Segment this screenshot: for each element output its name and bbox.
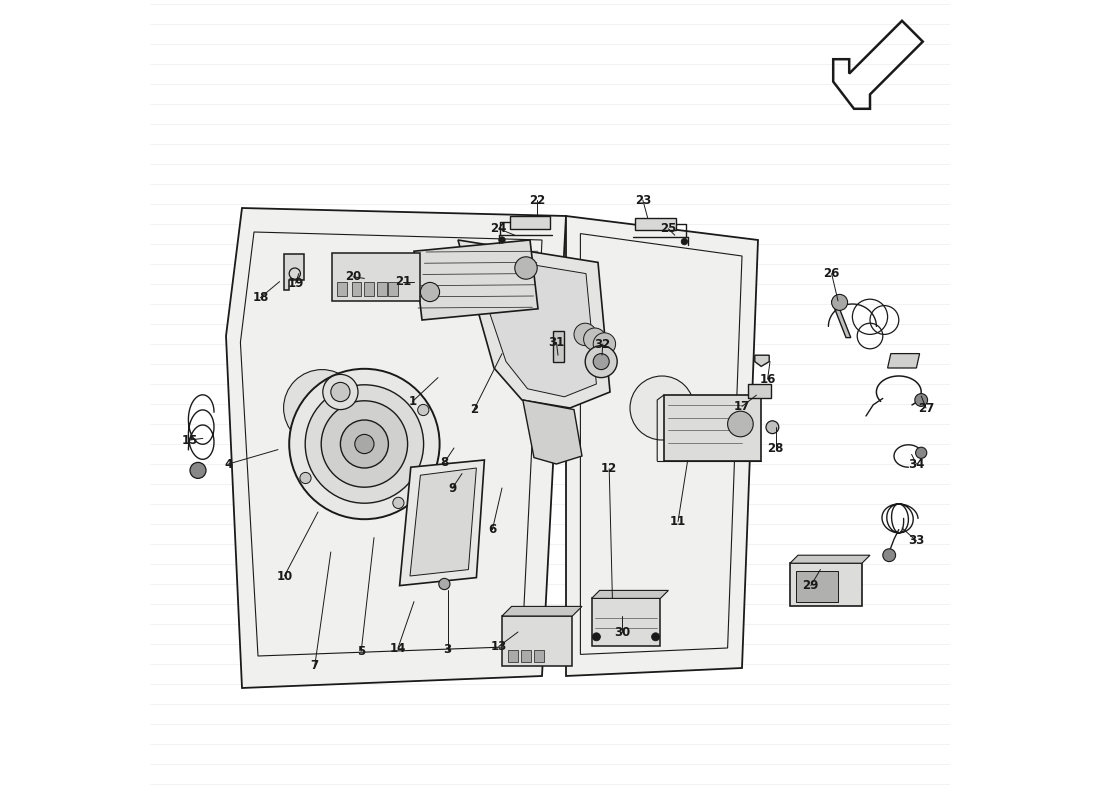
Bar (508, 650, 518, 662)
Text: 25: 25 (660, 222, 676, 235)
Circle shape (289, 369, 440, 519)
Text: 5: 5 (358, 645, 365, 658)
Circle shape (915, 394, 927, 406)
Bar (534, 650, 543, 662)
Text: 30: 30 (614, 626, 630, 638)
Text: 6: 6 (488, 523, 496, 536)
Circle shape (681, 238, 688, 245)
Text: 15: 15 (182, 434, 198, 446)
Polygon shape (410, 468, 476, 576)
Polygon shape (470, 254, 596, 397)
Polygon shape (510, 216, 550, 229)
Bar (521, 650, 531, 662)
Bar (790, 563, 862, 606)
Text: 34: 34 (909, 458, 925, 470)
Text: 19: 19 (287, 277, 304, 290)
Polygon shape (414, 240, 538, 320)
Bar (388, 282, 398, 296)
Circle shape (321, 401, 408, 487)
Circle shape (305, 385, 424, 503)
Text: 22: 22 (529, 194, 546, 206)
Text: 27: 27 (917, 402, 934, 414)
Polygon shape (285, 254, 304, 290)
Text: 32: 32 (595, 338, 610, 350)
Circle shape (331, 382, 350, 402)
Circle shape (915, 447, 927, 458)
Circle shape (498, 237, 505, 243)
Text: 1: 1 (408, 395, 417, 408)
Text: 4: 4 (224, 458, 232, 470)
Polygon shape (522, 400, 582, 464)
Text: 28: 28 (768, 442, 784, 454)
Circle shape (766, 421, 779, 434)
Circle shape (355, 434, 374, 454)
Polygon shape (790, 555, 870, 563)
Circle shape (515, 257, 537, 279)
Text: 11: 11 (670, 515, 686, 528)
Polygon shape (592, 590, 669, 598)
Text: 16: 16 (759, 373, 775, 386)
Text: 10: 10 (276, 570, 293, 582)
Bar (553, 331, 564, 362)
Circle shape (883, 549, 895, 562)
Polygon shape (755, 355, 769, 366)
Text: 20: 20 (345, 270, 361, 283)
Text: 33: 33 (909, 534, 924, 547)
Text: 23: 23 (635, 194, 651, 206)
Polygon shape (635, 218, 676, 230)
Text: 7: 7 (310, 659, 319, 672)
Text: 17: 17 (734, 400, 750, 413)
Circle shape (651, 633, 660, 641)
Text: 13: 13 (491, 640, 507, 653)
Circle shape (593, 354, 609, 370)
Polygon shape (502, 606, 582, 616)
Text: 26: 26 (824, 267, 839, 280)
Text: 3: 3 (443, 643, 452, 656)
Text: 31: 31 (548, 336, 564, 349)
Bar (592, 598, 660, 646)
Bar (663, 395, 761, 461)
Circle shape (420, 282, 440, 302)
Bar (748, 384, 771, 398)
Polygon shape (566, 216, 758, 676)
Text: 8: 8 (440, 456, 449, 469)
Circle shape (593, 633, 601, 641)
Circle shape (190, 462, 206, 478)
Bar (332, 253, 420, 301)
Circle shape (832, 294, 848, 310)
Text: 12: 12 (601, 462, 617, 475)
Circle shape (393, 498, 404, 509)
Circle shape (340, 420, 388, 468)
Bar (364, 282, 374, 296)
Circle shape (324, 379, 336, 390)
Bar (796, 571, 838, 602)
Circle shape (584, 328, 606, 350)
Polygon shape (458, 240, 610, 408)
Circle shape (322, 374, 358, 410)
Circle shape (418, 404, 429, 416)
Circle shape (439, 578, 450, 590)
Text: 18: 18 (252, 291, 268, 304)
Bar (377, 282, 387, 296)
Circle shape (630, 376, 694, 440)
Text: 9: 9 (449, 482, 456, 494)
Text: 21: 21 (395, 275, 411, 288)
Bar (352, 282, 361, 296)
Circle shape (284, 370, 361, 446)
Circle shape (574, 323, 596, 346)
Bar (502, 616, 572, 666)
Polygon shape (832, 301, 850, 338)
Polygon shape (888, 354, 920, 368)
Circle shape (593, 333, 616, 355)
Circle shape (585, 346, 617, 378)
Polygon shape (399, 460, 484, 586)
Circle shape (727, 411, 754, 437)
Text: 29: 29 (803, 579, 820, 592)
Text: 14: 14 (389, 642, 406, 654)
Text: 24: 24 (491, 222, 507, 235)
Bar (338, 282, 346, 296)
Text: 2: 2 (470, 403, 478, 416)
Polygon shape (226, 208, 566, 688)
Circle shape (300, 472, 311, 483)
